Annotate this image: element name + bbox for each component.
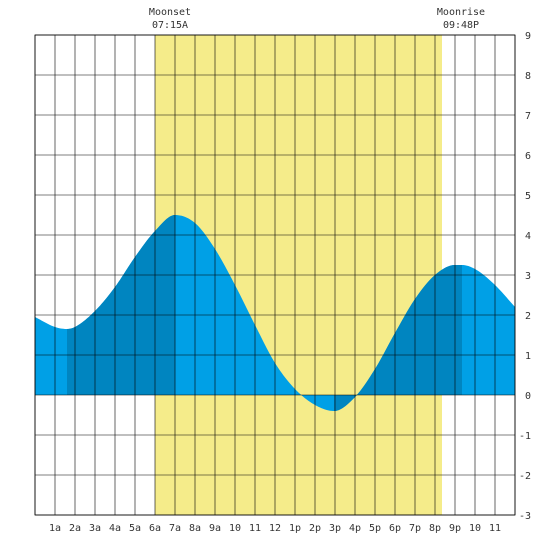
x-tick-label: 7p [409, 523, 421, 534]
x-tick-label: 2p [309, 523, 321, 534]
x-tick-label: 4a [109, 523, 121, 534]
y-tick-label: 5 [525, 191, 531, 202]
rising-tide-area [334, 265, 462, 411]
plot-border [34, 34, 516, 516]
y-tick-label: 9 [525, 31, 531, 42]
x-tick-label: 10 [469, 523, 481, 534]
x-tick-label: 5a [129, 523, 141, 534]
x-tick-label: 12 [269, 523, 281, 534]
moon-event-label: Moonset [149, 7, 191, 18]
y-tick-label: -3 [519, 511, 531, 522]
x-tick-label: 3p [329, 523, 341, 534]
x-tick-label: 11 [249, 523, 261, 534]
moon-event-time: 09:48P [443, 20, 479, 31]
x-tick-label: 6a [149, 523, 161, 534]
x-tick-label: 9a [209, 523, 221, 534]
y-tick-label: 6 [525, 151, 531, 162]
y-tick-label: 1 [525, 351, 531, 362]
rising-tide-area [67, 215, 175, 395]
moon-event-time: 07:15A [152, 20, 188, 31]
x-tick-label: 7a [169, 523, 181, 534]
x-tick-label: 8a [189, 523, 201, 534]
y-tick-label: 4 [525, 231, 531, 242]
x-tick-label: 9p [449, 523, 461, 534]
y-tick-label: -2 [519, 471, 531, 482]
x-tick-label: 8p [429, 523, 441, 534]
x-tick-label: 1p [289, 523, 301, 534]
x-tick-label: 1a [49, 523, 61, 534]
x-tick-label: 11 [489, 523, 501, 534]
moon-event-label: Moonrise [437, 7, 485, 18]
y-tick-label: 3 [525, 271, 531, 282]
x-tick-label: 5p [369, 523, 381, 534]
y-tick-label: 8 [525, 71, 531, 82]
x-tick-label: 3a [89, 523, 101, 534]
y-tick-label: 2 [525, 311, 531, 322]
x-tick-label: 10 [229, 523, 241, 534]
x-tick-label: 2a [69, 523, 81, 534]
x-tick-label: 4p [349, 523, 361, 534]
x-tick-label: 6p [389, 523, 401, 534]
y-tick-label: 7 [525, 111, 531, 122]
y-tick-label: 0 [525, 391, 531, 402]
y-tick-label: -1 [519, 431, 531, 442]
